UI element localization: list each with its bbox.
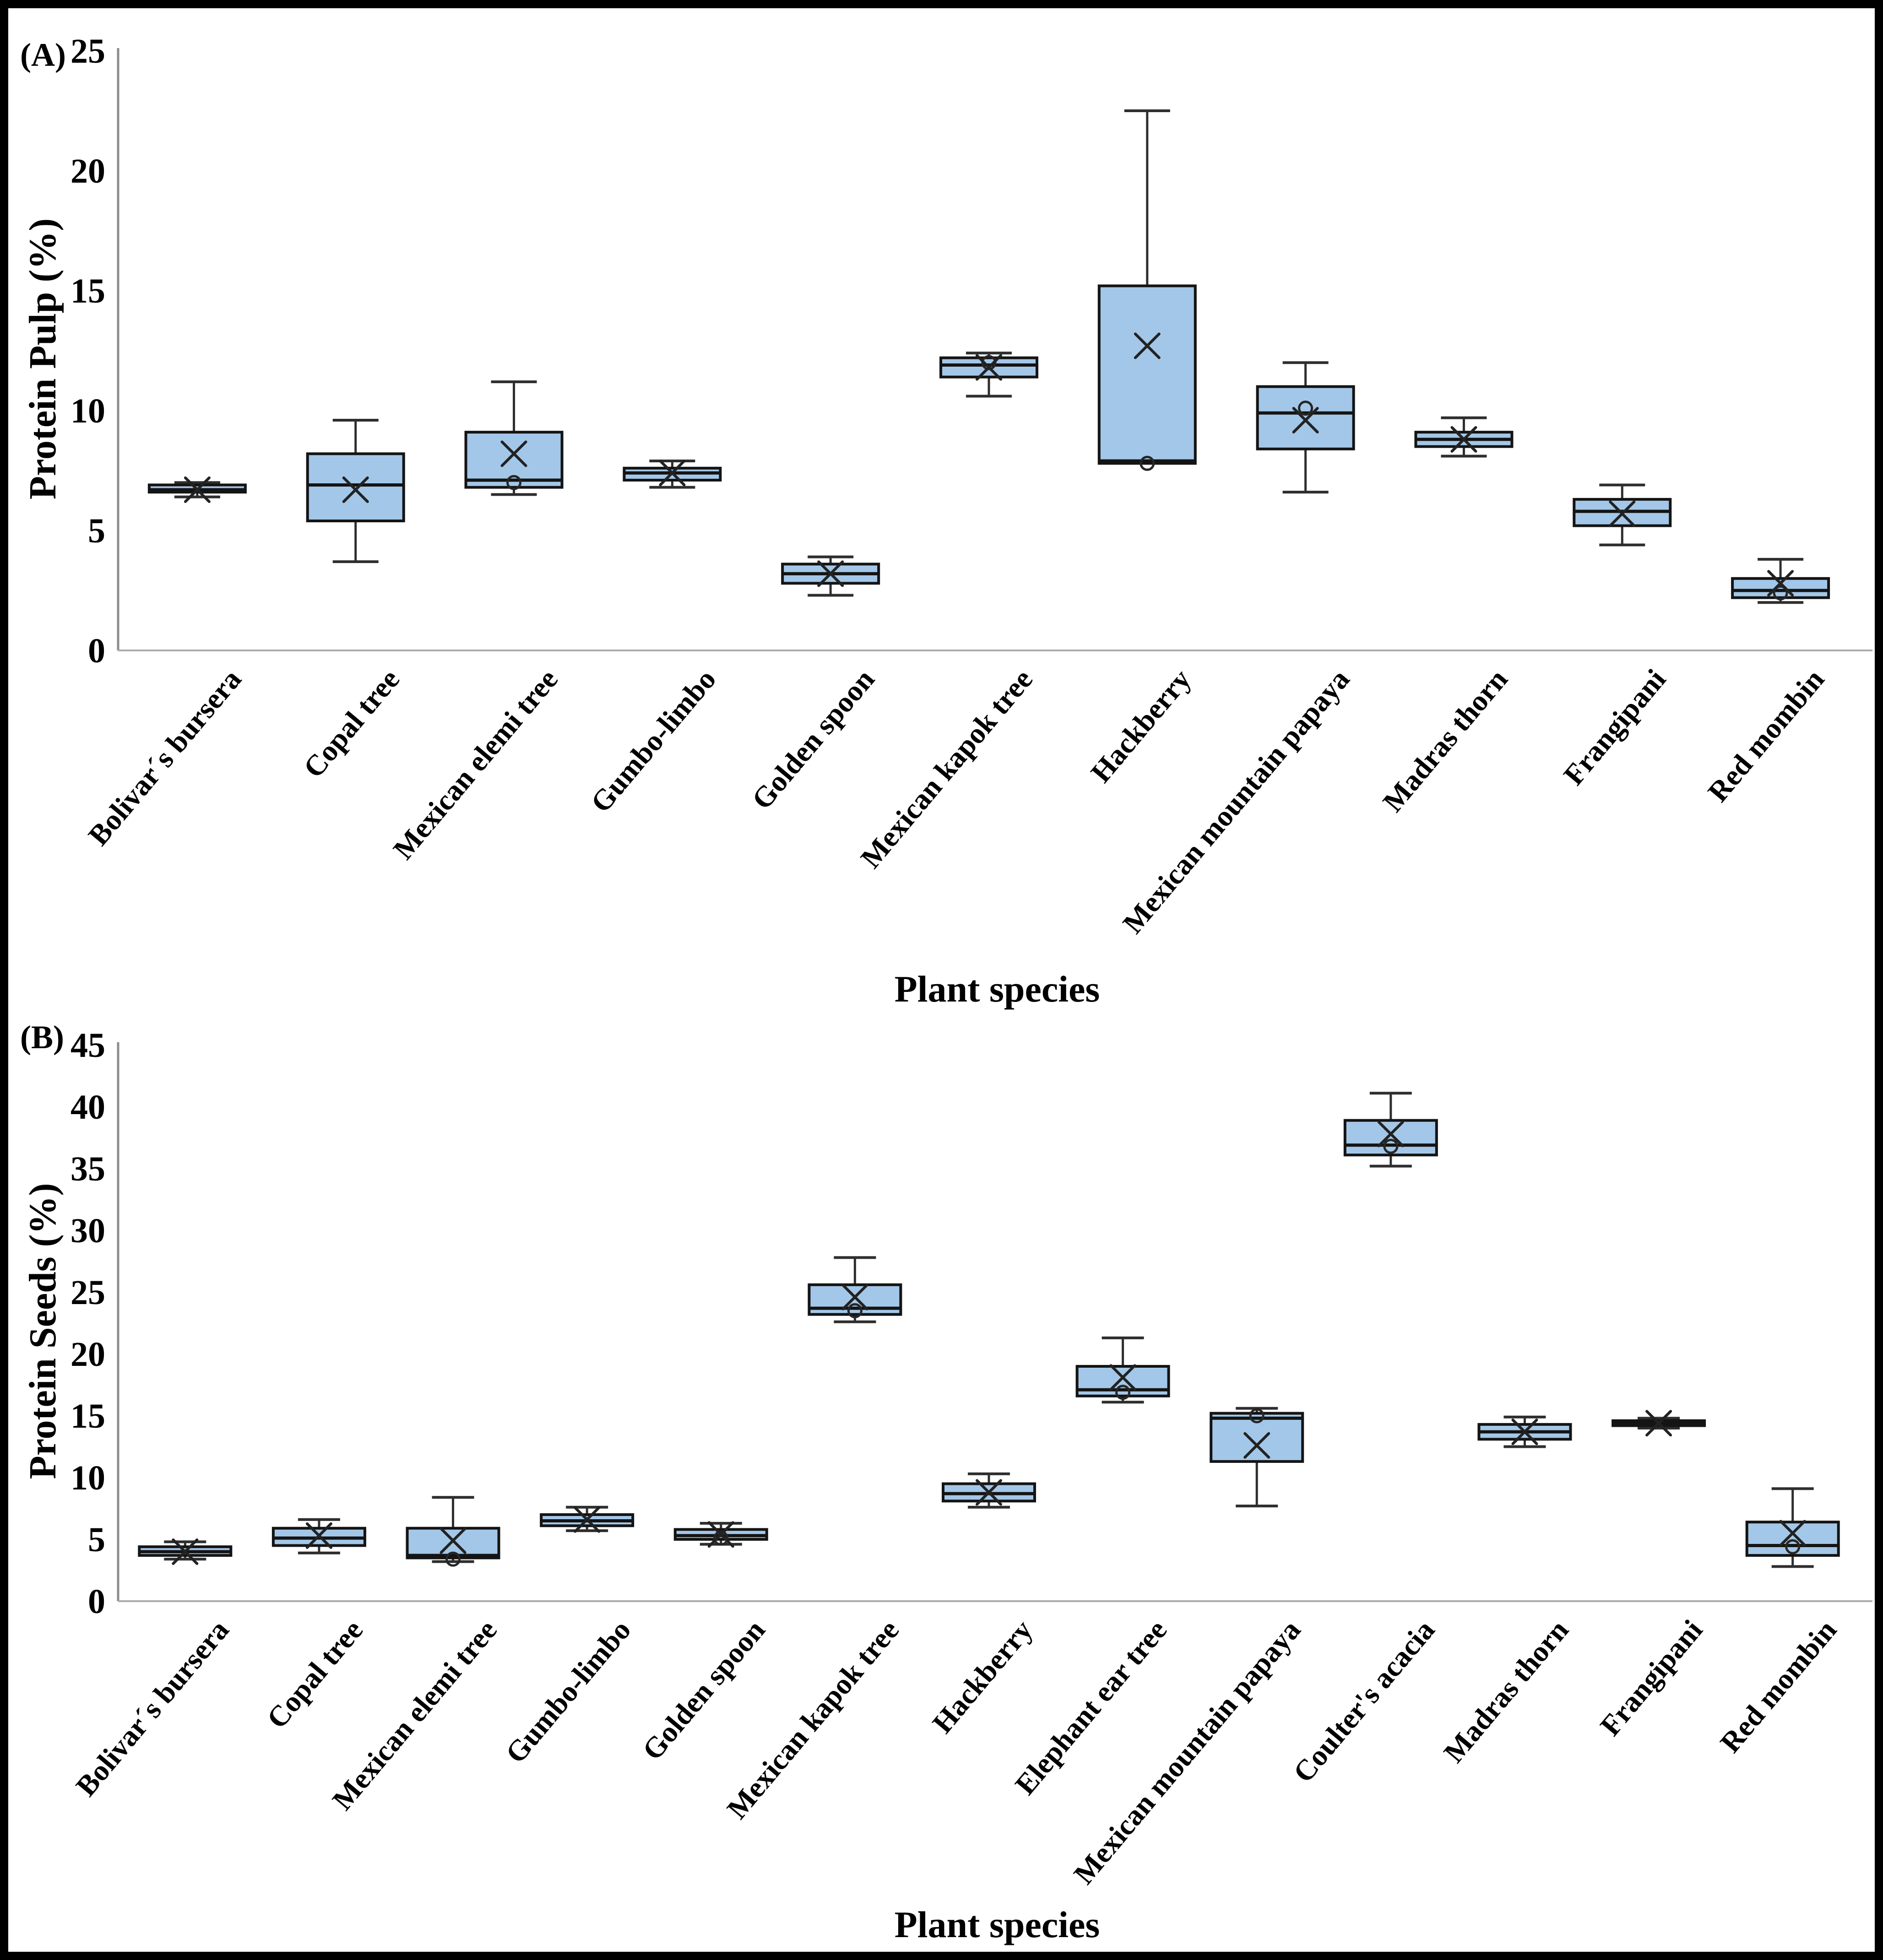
mean-marker [305,1522,332,1549]
mean-marker [976,354,1002,381]
y-tick-label: 0 [88,632,105,670]
boxplot-copal-tree [271,1518,366,1554]
y-tick-label: 15 [71,1397,105,1435]
outlier-point [506,475,522,490]
outlier-point [1249,1408,1264,1424]
iqr-box [306,452,405,523]
outlier-point [1115,1385,1131,1400]
y-tick-label: 35 [71,1150,105,1188]
mean-marker [1134,332,1161,359]
boxplot-mexican-elemi-tree [406,1496,500,1567]
outlier-point [713,1530,729,1546]
outlier-point [847,1303,863,1318]
iqr-box [1745,1521,1840,1557]
boxplot-red-mombin [1745,1487,1840,1568]
mean-marker [172,1538,199,1565]
boxplot-hackberry [1097,109,1197,471]
mean-marker [707,1521,734,1548]
y-tick-label: 25 [71,1273,105,1312]
y-tick-label: 5 [88,512,105,550]
boxplot-golden-spoon [781,555,880,597]
boxplot-copal-tree [306,418,405,563]
y-tick-label: 0 [88,1582,105,1621]
boxplot-golden-spoon [673,1521,768,1548]
panel-b-letter: (B) [20,1019,64,1056]
mean-marker [440,1527,467,1554]
outlier-point [1140,455,1155,471]
iqr-box [1097,284,1197,465]
y-tick-label: 20 [71,152,105,190]
boxplot-mexican-elemi-tree [464,380,564,496]
mean-marker [184,476,211,503]
mean-marker [500,440,527,467]
boxplot-gumbo-limbo [540,1505,635,1533]
boxplot-madras-thorn [1414,416,1514,458]
mean-marker [1779,1520,1806,1547]
y-tick-label: 25 [71,32,105,70]
panel-a: 0 5 10 15 20 25 [71,32,1872,670]
mean-marker [976,1479,1002,1506]
y-tick-label: 10 [71,392,105,430]
y-tick-label: 5 [88,1521,105,1559]
outlier-point [1773,585,1788,601]
mean-marker [1377,1121,1404,1148]
boxplot-gumbo-limbo [623,460,722,489]
mean-marker [1645,1410,1672,1437]
boxplot-elephant-ear-tree [1075,1336,1170,1404]
boxplot-red-mombin [1731,558,1830,604]
panel-a-letter: (A) [20,37,66,73]
outlier-point [1785,1539,1801,1554]
mean-marker [1292,406,1319,433]
iqr-box [464,431,564,489]
panel-b: 0 5 10 15 20 25 30 35 40 45 [71,1026,1872,1621]
outlier-point [1383,1138,1399,1154]
mean-marker [1609,500,1636,527]
panel-a-x-axis-title: Plant species [894,968,1100,1010]
boxplot-coulter-s-acacia [1343,1092,1438,1168]
y-tick-label: 15 [71,272,105,310]
y-tick-label: 20 [71,1335,105,1374]
mean-marker [1511,1419,1538,1446]
mean-marker [659,460,686,487]
mean-marker [817,560,844,587]
mean-marker [342,476,369,503]
iqr-box [1343,1119,1438,1157]
boxplot-mexican-mountain-papaya [1210,1407,1304,1508]
y-tick-label: 40 [71,1088,105,1126]
boxplot-frangipani [1612,1410,1706,1437]
mean-marker [574,1506,601,1533]
mean-marker [1767,570,1794,597]
boxplot-mexican-kapok-tree [939,352,1038,398]
y-tick-label: 45 [71,1026,105,1065]
boxplot-bolivar-s-bursera [138,1538,233,1565]
outlier-point [445,1551,461,1567]
mean-marker [1109,1364,1136,1391]
iqr-box [1256,385,1355,450]
boxplot-bolivar-s-bursera [147,476,247,503]
iqr-box [1210,1412,1304,1463]
mean-marker [1450,426,1477,453]
boxplot-frangipani [1573,483,1672,547]
boxplot-madras-thorn [1477,1415,1572,1448]
boxplot-mexican-kapok-tree [808,1256,902,1323]
mean-marker [1243,1432,1270,1459]
iqr-box [1075,1365,1170,1397]
boxplot-hackberry [942,1472,1036,1509]
iqr-box [808,1283,902,1316]
y-tick-label: 30 [71,1212,105,1250]
boxplot-mexican-mountain-papaya [1256,361,1355,494]
y-tick-label: 10 [71,1459,105,1497]
mean-marker [841,1283,868,1310]
outlier-point [1298,401,1313,416]
boxplot-canvas: 0 5 10 15 20 25 0 5 10 15 20 25 30 35 40 45 [71,32,1872,1621]
panel-b-x-axis-title: Plant species [894,1904,1100,1945]
